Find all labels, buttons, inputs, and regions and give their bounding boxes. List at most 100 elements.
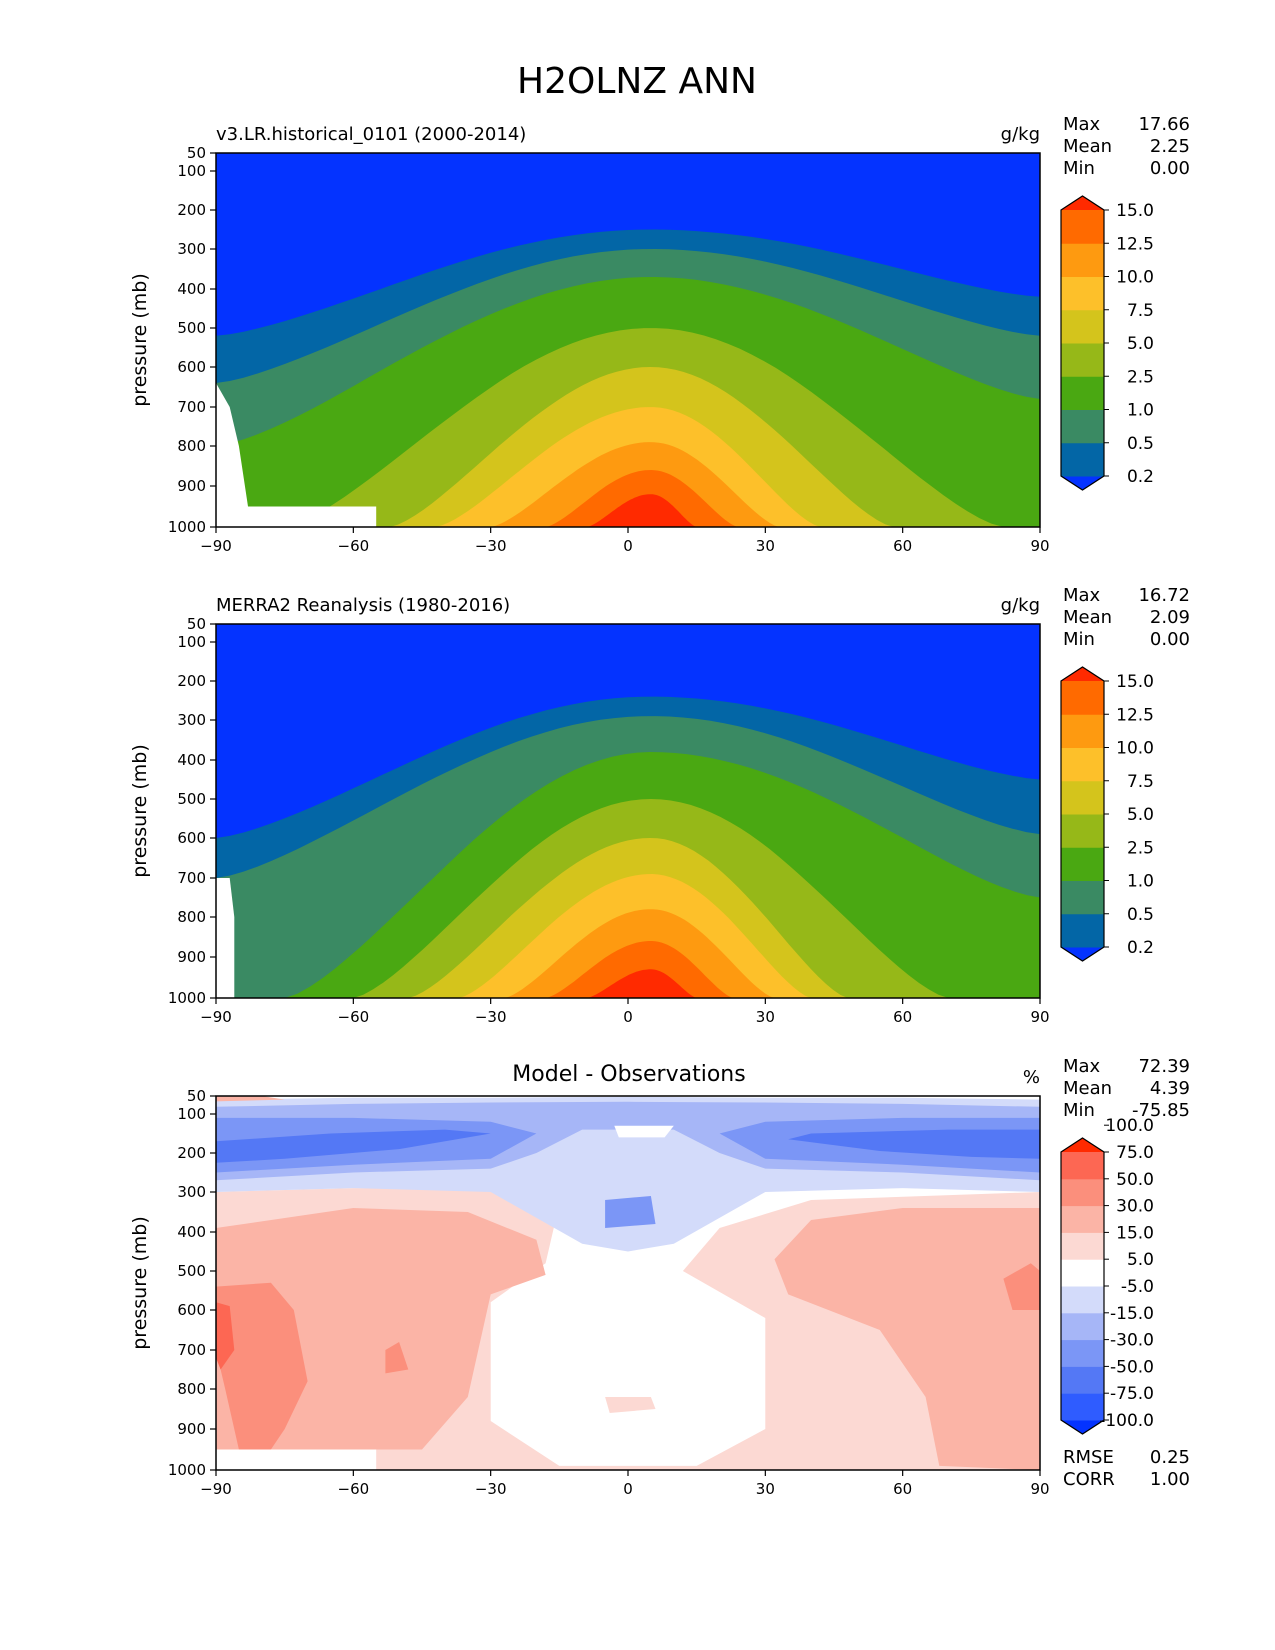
colorbar-label: 12.5 — [1116, 705, 1154, 725]
stat-label: Min — [1063, 1100, 1095, 1121]
y-tick-label: 900 — [177, 1420, 206, 1438]
colorbar-label: 10.0 — [1116, 268, 1154, 288]
colorbar-segment — [1061, 442, 1104, 477]
y-tick-label: 700 — [177, 1341, 206, 1359]
colorbar-segment — [1061, 343, 1104, 377]
x-tick-label: 60 — [893, 1008, 912, 1026]
y-tick-label: 1000 — [168, 1461, 206, 1479]
colorbar-label: 5.0 — [1127, 334, 1154, 354]
colorbar-segment — [1061, 1178, 1104, 1207]
colorbar-label: 75.0 — [1116, 1143, 1154, 1163]
x-tick-label: 90 — [1030, 1008, 1049, 1026]
y-tick-label: 500 — [177, 1262, 206, 1280]
colorbar-label: 5.0 — [1127, 805, 1154, 825]
stat-label: Max — [1063, 1056, 1101, 1077]
panel-model-plot — [216, 153, 1040, 527]
y-tick-label: 1000 — [168, 518, 206, 536]
panel-observations-colorbar: 0.2 0.5 1.0 2.5 5.0 7.5 10.0 12.5 15.0 — [1060, 666, 1154, 962]
figure-title: H2OLNZ ANN — [517, 61, 757, 102]
masked-region — [216, 878, 235, 998]
y-tick-label: 50 — [187, 1087, 206, 1105]
colorbar-label: 2.5 — [1127, 367, 1154, 387]
colorbar-label: 30.0 — [1116, 1197, 1154, 1217]
y-tick-label: 900 — [177, 477, 206, 495]
colorbar-segment — [1061, 780, 1104, 815]
colorbar-segment — [1061, 747, 1104, 782]
y-tick-label: 400 — [177, 751, 206, 769]
contour-fill-level-9 — [586, 494, 697, 527]
panel-difference-colorbar: -100.0 -75.0 -50.0 -30.0 -15.0 -5.0 5.0 15.0 30.… — [1060, 1116, 1154, 1435]
y-tick-label: 600 — [177, 358, 206, 376]
stat-value: 1.00 — [1150, 1469, 1190, 1490]
y-tick-label: 600 — [177, 829, 206, 847]
x-tick-label: −30 — [475, 1480, 507, 1498]
y-tick-label: 200 — [177, 1144, 206, 1162]
x-tick-label: 90 — [1030, 537, 1049, 555]
y-tick-label: 300 — [177, 711, 206, 729]
x-tick-label: −30 — [475, 1008, 507, 1026]
stat-label: Max — [1063, 585, 1101, 606]
colorbar-label: 50.0 — [1116, 1170, 1154, 1190]
y-tick-label: 200 — [177, 201, 206, 219]
stat-label: Mean — [1063, 136, 1112, 157]
y-tick-label: 400 — [177, 1223, 206, 1241]
diff-fill-minus30-eq — [605, 1196, 656, 1228]
stat-value: 72.39 — [1138, 1056, 1190, 1077]
diff-fill-50-75 — [216, 1302, 235, 1370]
y-axis-label: pressure (mb) — [129, 744, 151, 878]
y-tick-label: 100 — [177, 1105, 206, 1123]
colorbar-extend-bottom — [1061, 1420, 1104, 1434]
x-tick-label: −90 — [200, 537, 232, 555]
y-tick-label: 400 — [177, 280, 206, 298]
x-tick-label: −30 — [475, 537, 507, 555]
panel-observations-title: MERRA2 Reanalysis (1980-2016) — [216, 595, 510, 616]
colorbar-segment — [1061, 1312, 1104, 1341]
y-tick-label: 100 — [177, 633, 206, 651]
x-tick-label: 30 — [756, 1008, 775, 1026]
diff-fill-near-zero — [614, 1125, 674, 1138]
stat-label: Max — [1063, 114, 1101, 135]
y-tick-label: 500 — [177, 790, 206, 808]
colorbar-segment — [1061, 376, 1104, 410]
colorbar-label: 0.5 — [1127, 905, 1154, 925]
colorbar-extend-top — [1061, 196, 1104, 210]
y-tick-label: 1000 — [168, 989, 206, 1007]
stat-value: 4.39 — [1150, 1078, 1190, 1099]
colorbar-segment — [1061, 1232, 1104, 1260]
x-tick-label: 90 — [1030, 1480, 1049, 1498]
masked-region — [216, 1449, 377, 1470]
stat-value: 0.00 — [1150, 158, 1190, 179]
colorbar-label: -5.0 — [1121, 1277, 1154, 1297]
panel-observations-stats: Max 16.72 Mean 2.09 Min 0.00 — [1063, 585, 1190, 650]
diff-fill-minus50-nh — [788, 1129, 1040, 1159]
y-axis-label: pressure (mb) — [129, 273, 151, 407]
panel-difference: Model - Observations % −90 −60 −30 0 30 60 90 5… — [129, 1056, 1190, 1498]
x-tick-label: 0 — [623, 1480, 633, 1498]
x-tick-label: 0 — [623, 1008, 633, 1026]
x-tick-label: 60 — [893, 537, 912, 555]
colorbar-segment — [1061, 814, 1104, 848]
x-tick-label: −90 — [200, 1008, 232, 1026]
x-tick-label: −60 — [338, 1008, 370, 1026]
colorbar-segment — [1061, 210, 1104, 244]
x-tick-label: 30 — [756, 537, 775, 555]
contour-fill-level-8 — [545, 941, 734, 998]
panel-model-stats: Max 17.66 Mean 2.25 Min 0.00 — [1063, 114, 1190, 179]
stat-label: RMSE — [1063, 1447, 1114, 1468]
colorbar-extend-top — [1061, 1138, 1104, 1152]
diff-fill-eq-blob — [605, 1397, 656, 1413]
colorbar-segment — [1061, 276, 1104, 311]
colorbar-label: 15.0 — [1116, 1223, 1154, 1243]
colorbar-label: -30.0 — [1110, 1331, 1154, 1351]
colorbar-label: 0.2 — [1127, 467, 1154, 487]
panel-difference-plot — [216, 1096, 1040, 1470]
colorbar-segment — [1061, 409, 1104, 444]
colorbar-extend-bottom — [1061, 476, 1104, 490]
stat-value: 0.25 — [1150, 1447, 1190, 1468]
colorbar-label: 7.5 — [1127, 772, 1154, 792]
masked-region — [216, 383, 377, 527]
stat-value: -75.85 — [1132, 1100, 1190, 1121]
panel-difference-title: Model - Observations — [512, 1062, 745, 1087]
colorbar-segment — [1061, 913, 1104, 948]
